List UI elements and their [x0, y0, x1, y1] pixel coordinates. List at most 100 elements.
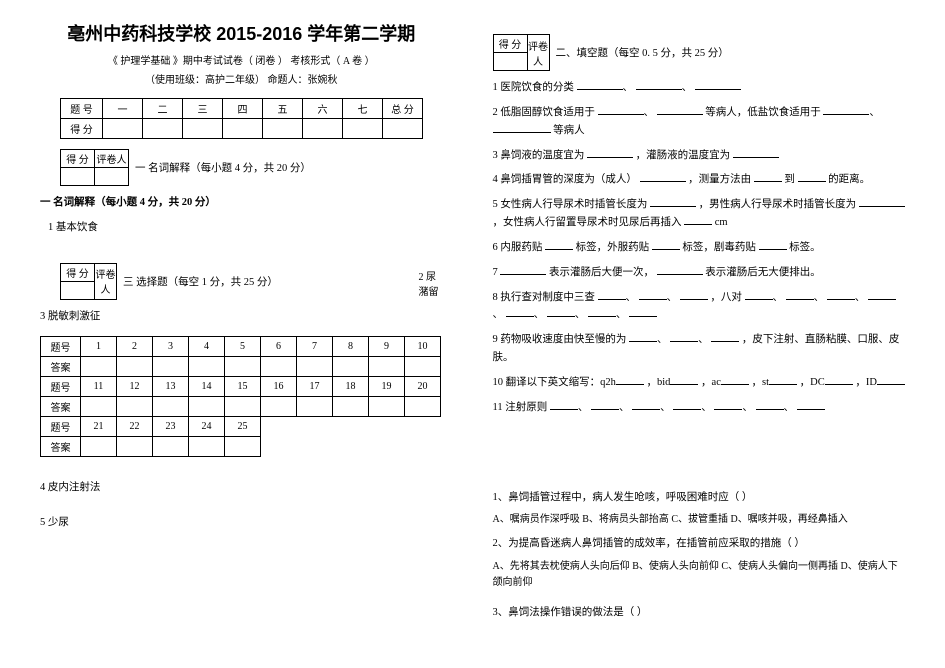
subtitle-line-2: （使用班级：高护二年级） 命题人：张婉秋 — [40, 71, 443, 86]
cell — [333, 396, 369, 416]
cell: 得 分 — [61, 263, 95, 281]
cell — [153, 356, 189, 376]
blank — [673, 399, 701, 410]
cell: 2 — [117, 336, 153, 356]
blank — [639, 289, 667, 300]
t: ，ac — [701, 377, 721, 388]
blank — [598, 104, 644, 115]
cell: 六 — [303, 99, 343, 119]
cell — [405, 356, 441, 376]
blank — [754, 171, 782, 182]
cell: 16 — [261, 376, 297, 396]
t: 标签，外服药贴 — [576, 242, 650, 253]
t: 5 女性病人行导尿术时插管长度为 — [493, 199, 648, 210]
cell: 25 — [225, 416, 261, 436]
cell — [81, 436, 117, 456]
cell: 13 — [153, 376, 189, 396]
cell: 24 — [189, 416, 225, 436]
blank — [756, 399, 784, 410]
blank — [695, 79, 741, 90]
t: 标签，剧毒药贴 — [682, 242, 756, 253]
cell: 五 — [263, 99, 303, 119]
blank — [769, 374, 797, 385]
cell: 5 — [225, 336, 261, 356]
cell: 4 — [189, 336, 225, 356]
t: ，ID — [855, 377, 877, 388]
t: 标签。 — [789, 242, 821, 253]
t: ，st — [752, 377, 770, 388]
blank — [629, 331, 657, 342]
cell: 得 分 — [493, 35, 527, 53]
blank — [877, 374, 905, 385]
cell — [183, 119, 223, 139]
fill-3: 3 鼻饲液的温度宜为 ，灌肠液的温度宜为 — [493, 147, 906, 165]
cell — [333, 356, 369, 376]
t: 6 内服药贴 — [493, 242, 543, 253]
cell — [153, 436, 189, 456]
fill-10: 10 翻译以下英文缩写：q2h ，bid ，ac ，st ，DC ，ID — [493, 374, 906, 392]
subtitle-line-1: 《 护理学基础 》期中考试试卷（ 闭卷 ） 考核形式（ A 卷 ） — [40, 52, 443, 67]
cell: 题号 — [41, 376, 81, 396]
cell: 评卷人 — [95, 263, 117, 299]
cell — [261, 356, 297, 376]
t: ，男性病人行导尿术时插管长度为 — [699, 199, 857, 210]
cell: 题号 — [41, 336, 81, 356]
blank — [616, 374, 644, 385]
blank — [493, 122, 551, 133]
cell — [383, 119, 423, 139]
answer-grid-1: 题号 1 2 3 4 5 6 7 8 9 10 答案 题号 11 12 13 — [40, 336, 441, 417]
section-a-pre: 一 名词解释（每小题 4 分，共 20 分） — [40, 194, 443, 212]
t: ，灌肠液的温度宜为 — [636, 150, 731, 161]
blank — [650, 196, 696, 207]
cell — [95, 168, 129, 186]
cell: 四 — [223, 99, 263, 119]
left-column: 亳州中药科技学校 2015-2016 学年第二学期 《 护理学基础 》期中考试试… — [0, 0, 473, 668]
cell — [81, 396, 117, 416]
note-2: 潴留 — [419, 287, 439, 298]
cell: 答案 — [41, 436, 81, 456]
t: 表示灌肠后无大便排出。 — [705, 267, 821, 278]
cell: 题 号 — [61, 99, 103, 119]
cell: 10 — [405, 336, 441, 356]
cell — [225, 356, 261, 376]
t: 1 医院饮食的分类 — [493, 82, 574, 93]
t: 11 注射原则 — [493, 402, 548, 413]
side-note: 2 尿 潴留 — [419, 270, 439, 300]
cell: 得 分 — [61, 150, 95, 168]
blank — [797, 399, 825, 410]
score-box-b: 得 分 评卷人 — [60, 263, 117, 300]
score-box-c: 得 分 评卷人 — [493, 34, 550, 71]
blank — [591, 399, 619, 410]
cell: 总 分 — [383, 99, 423, 119]
blank — [657, 264, 703, 275]
t: ，DC — [800, 377, 825, 388]
answer-grid-2: 题号 21 22 23 24 25 答案 — [40, 416, 261, 457]
cell — [103, 119, 143, 139]
cell — [189, 396, 225, 416]
note-1: 2 尿 — [419, 272, 437, 283]
cell — [117, 396, 153, 416]
blank — [670, 331, 698, 342]
mc-q2: 2、为提高昏迷病人鼻饲插管的成效率，在插管前应采取的措施（ ） — [493, 536, 906, 553]
fill-11: 11 注射原则 、 、 、 、 、 、 — [493, 399, 906, 417]
cell: 23 — [153, 416, 189, 436]
cell — [81, 356, 117, 376]
t: 9 药物吸收速度由快至慢的为 — [493, 334, 627, 345]
cell: 12 — [117, 376, 153, 396]
t: 3 鼻饲液的温度宜为 — [493, 150, 585, 161]
fill-5: 5 女性病人行导尿术时插管长度为 ，男性病人行导尿术时插管长度为 ，女性病人行留… — [493, 196, 906, 232]
t: 的距离。 — [828, 174, 870, 185]
cell — [493, 53, 527, 71]
fill-1: 1 医院饮食的分类 、 、 — [493, 79, 906, 97]
cell: 15 — [225, 376, 261, 396]
blank — [670, 374, 698, 385]
cell: 21 — [81, 416, 117, 436]
blank — [680, 289, 708, 300]
fill-4: 4 鼻饲插胃管的深度为（成人） ，测量方法由 到 的距离。 — [493, 171, 906, 189]
blank — [868, 289, 896, 300]
mc-q1-opts: A、嘱病员作深呼吸 B、将病员头部抬高 C、拔管重插 D、嘱咳并吸，再经鼻插入 — [493, 512, 906, 528]
cell — [117, 356, 153, 376]
blank — [825, 374, 853, 385]
blank — [827, 289, 855, 300]
t: 4 鼻饲插胃管的深度为（成人） — [493, 174, 637, 185]
